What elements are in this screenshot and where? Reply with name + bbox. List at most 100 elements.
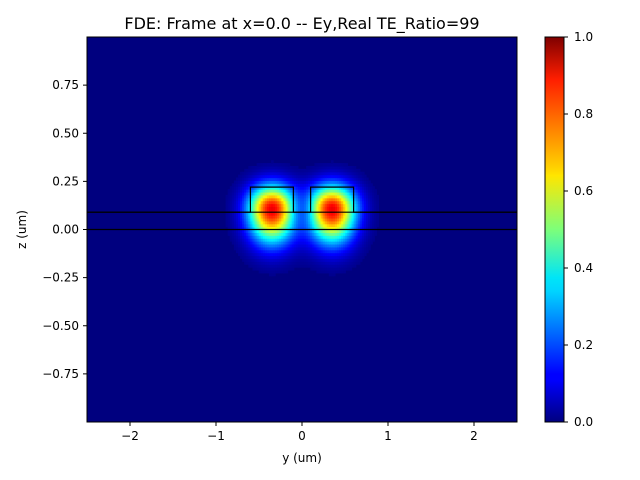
field-cell — [326, 241, 330, 245]
field-cell — [246, 226, 249, 231]
field-cell — [271, 220, 274, 225]
field-cell — [339, 258, 342, 262]
field-cell — [297, 197, 301, 202]
field-cell — [275, 186, 278, 190]
field-cell — [285, 191, 289, 196]
field-cell — [268, 177, 272, 182]
field-cell — [258, 177, 262, 182]
field-cell — [341, 258, 344, 262]
field-cell — [310, 217, 313, 222]
field-cell — [322, 203, 326, 207]
field-cell — [285, 243, 289, 248]
field-cell — [268, 217, 272, 222]
field-cell — [361, 252, 365, 257]
field-cell — [330, 229, 334, 233]
field-cell — [316, 209, 320, 213]
field-cell — [314, 249, 318, 254]
field-cell — [351, 226, 355, 231]
field-cell — [302, 197, 305, 202]
field-cell — [316, 223, 320, 228]
field-cell — [264, 238, 268, 242]
field-cell — [256, 252, 260, 257]
field-cell — [260, 209, 264, 213]
field-cell — [304, 264, 307, 268]
field-cell — [262, 241, 266, 245]
field-cell — [264, 232, 268, 236]
field-cell — [246, 246, 249, 251]
field-cell — [316, 229, 320, 233]
field-cell — [295, 171, 299, 176]
field-cell — [285, 255, 289, 259]
field-cell — [254, 191, 258, 196]
field-cell — [322, 191, 326, 196]
field-cell — [268, 226, 272, 231]
field-cell — [361, 206, 365, 210]
field-cell — [281, 189, 285, 193]
field-cell — [363, 246, 367, 251]
field-cell — [314, 246, 318, 251]
field-cell — [374, 215, 377, 219]
field-cell — [339, 174, 342, 179]
field-cell — [277, 267, 280, 271]
field-cell — [258, 241, 262, 245]
field-cell — [229, 200, 233, 205]
field-cell — [332, 252, 336, 257]
field-cell — [353, 264, 357, 268]
field-cell — [312, 174, 315, 179]
field-cell — [273, 174, 276, 179]
field-cell — [273, 252, 276, 257]
field-cell — [258, 203, 262, 207]
field-cell — [361, 229, 365, 233]
field-cell — [339, 241, 342, 245]
field-cell — [233, 217, 237, 222]
field-cell — [343, 215, 346, 219]
field-cell — [262, 226, 266, 231]
field-cell — [248, 215, 251, 219]
field-cell — [332, 261, 336, 265]
field-cell — [231, 197, 235, 202]
field-cell — [299, 191, 303, 196]
field-cell — [287, 209, 291, 213]
field-cell — [341, 215, 344, 219]
field-cell — [320, 197, 324, 202]
field-cell — [318, 171, 322, 176]
field-cell — [283, 177, 287, 182]
field-cell — [242, 171, 245, 176]
field-cell — [275, 177, 278, 182]
field-cell — [332, 183, 336, 187]
field-cell — [361, 223, 365, 228]
field-cell — [328, 229, 332, 233]
field-cell — [318, 223, 322, 228]
field-cell — [273, 203, 276, 207]
field-cell — [343, 186, 346, 190]
field-cell — [316, 191, 320, 196]
field-cell — [279, 258, 282, 262]
field-cell — [304, 215, 307, 219]
field-cell — [266, 220, 270, 225]
field-cell — [291, 249, 295, 254]
field-cell — [244, 220, 247, 225]
field-cell — [330, 168, 334, 173]
field-cell — [314, 206, 318, 210]
field-cell — [359, 203, 363, 207]
field-cell — [240, 203, 243, 207]
field-cell — [287, 200, 291, 205]
field-cell — [229, 223, 233, 228]
field-cell — [277, 258, 280, 262]
field-cell — [372, 238, 375, 242]
field-cell — [258, 261, 262, 265]
field-cell — [275, 203, 278, 207]
field-cell — [250, 252, 254, 257]
field-cell — [349, 235, 353, 239]
field-cell — [349, 246, 353, 251]
field-cell — [324, 220, 328, 225]
plot-area — [86, 36, 518, 423]
field-cell — [314, 264, 318, 268]
field-cell — [337, 189, 340, 193]
field-cell — [330, 252, 334, 257]
field-cell — [293, 200, 297, 205]
field-cell — [324, 191, 328, 196]
field-cell — [297, 223, 301, 228]
field-cell — [363, 191, 367, 196]
field-cell — [283, 186, 287, 190]
